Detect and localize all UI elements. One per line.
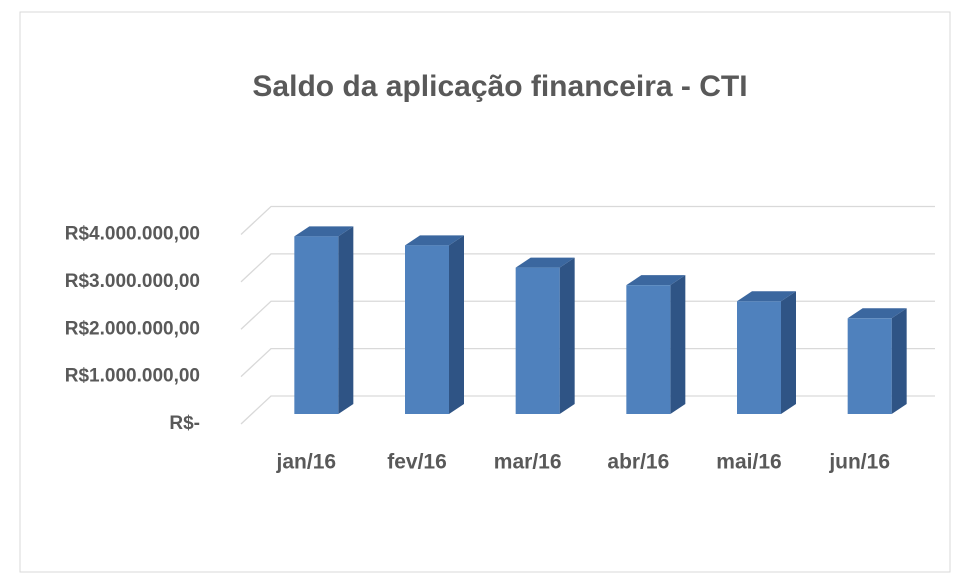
grid-line (240, 300, 935, 330)
x-tick-label: mar/16 (494, 451, 562, 474)
bar-side (781, 291, 796, 414)
bar (847, 318, 892, 414)
bar-top (405, 235, 464, 246)
bar-side (891, 308, 907, 414)
bar-top (737, 291, 796, 302)
x-tick-label: fev/16 (387, 451, 447, 474)
grid-line (240, 395, 935, 425)
bar-top (626, 275, 686, 286)
x-tick-label: jun/16 (828, 451, 890, 474)
grid-line (240, 253, 935, 283)
y-tick-label: R$1.000.000,00 (65, 366, 200, 387)
y-tick-label: R$2.000.000,00 (65, 318, 200, 339)
grid-line (240, 205, 935, 235)
bar (294, 236, 339, 414)
bar (515, 267, 560, 414)
bar (626, 285, 671, 414)
bar-side (559, 257, 575, 414)
y-tick-label: R$3.000.000,00 (65, 271, 200, 292)
bar-top (847, 308, 907, 319)
bar (737, 301, 781, 414)
bar-side (449, 235, 464, 414)
bar-side (338, 226, 354, 414)
x-tick-label: jan/16 (276, 451, 337, 474)
y-tick-label: R$- (169, 413, 200, 434)
grid-line (240, 347, 935, 378)
bar-side (670, 275, 686, 414)
x-tick-label: abr/16 (607, 451, 669, 474)
bar (405, 245, 449, 414)
bar-top (294, 226, 354, 237)
y-tick-label: R$4.000.000,00 (65, 224, 200, 245)
x-tick-label: mai/16 (716, 451, 781, 474)
chart-title: Saldo da aplicação financeira - CTI (252, 70, 747, 103)
bar-top (515, 257, 575, 268)
